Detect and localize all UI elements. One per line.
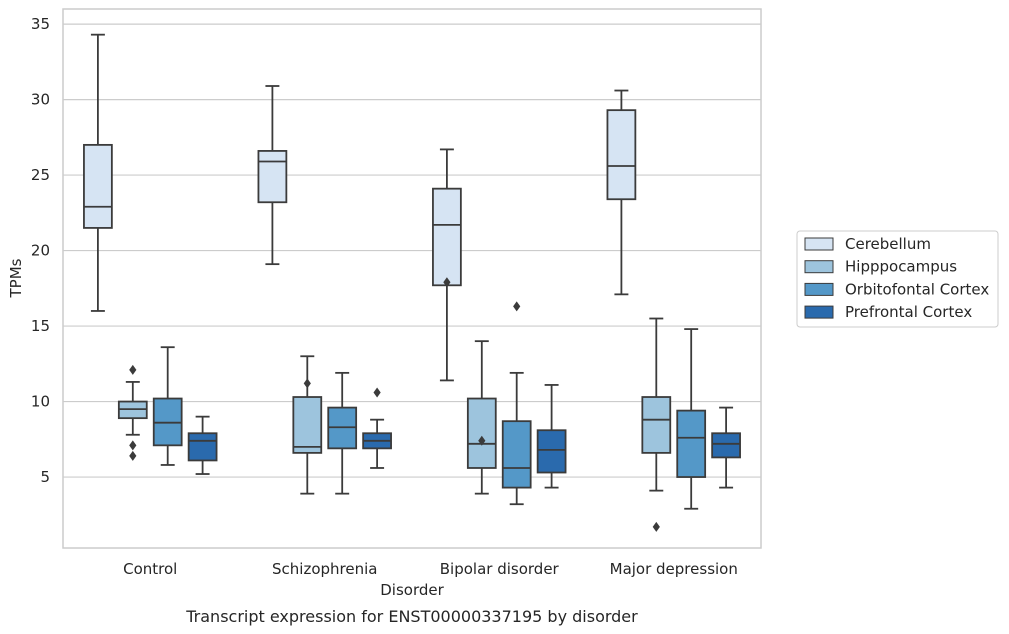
box-hipppocampus-1: [292, 355, 323, 495]
box-iqr: [676, 409, 707, 478]
box-iqr: [466, 397, 497, 469]
box-iqr: [501, 420, 532, 489]
legend: Cerebellum Hipppocampus Orbitofontal Corte…: [796, 230, 999, 328]
plot-frame: [62, 8, 762, 549]
box-iqr: [83, 143, 113, 229]
x-tick-label: Control: [123, 560, 177, 578]
y-tick-label: 5: [40, 468, 50, 486]
box-iqr: [432, 187, 462, 287]
box-prefrontal-cortex-3: [711, 406, 741, 489]
chart-caption: Transcript expression for ENST0000033719…: [185, 607, 638, 626]
legend-label: Hipppocampus: [845, 258, 957, 276]
box-iqr: [641, 396, 672, 454]
box-orbitofontal-cortex-3: [676, 328, 707, 510]
y-axis-label: TPMs: [7, 258, 25, 298]
legend-swatch: [804, 260, 834, 274]
legend-label: Prefrontal Cortex: [845, 303, 972, 321]
outlier-marker: [513, 301, 521, 312]
outlier-marker: [129, 440, 137, 451]
box-hipppocampus-3: [641, 317, 672, 532]
x-tick-labels: Control Schizophrenia Bipolar disorder Majo…: [123, 560, 738, 578]
outlier-marker: [129, 364, 137, 375]
box-iqr: [292, 396, 323, 454]
y-tick-label: 35: [31, 15, 50, 33]
box-prefrontal-cortex-2: [536, 384, 567, 489]
box-iqr: [536, 429, 567, 474]
box-iqr: [187, 432, 218, 462]
outlier-marker: [303, 378, 311, 389]
y-tick-label: 25: [31, 166, 50, 184]
boxes: [83, 33, 741, 532]
box-cerebellum-0: [83, 33, 113, 312]
y-tick-labels: 5 10 15 20 25 30 35: [31, 15, 50, 486]
box-orbitofontal-cortex-2: [501, 301, 532, 506]
outlier-marker: [373, 387, 381, 398]
x-tick-label: Schizophrenia: [272, 560, 377, 578]
x-axis-label: Disorder: [380, 581, 444, 599]
y-tick-label: 15: [31, 317, 50, 335]
y-tick-label: 20: [31, 242, 50, 260]
legend-label: Cerebellum: [845, 235, 931, 253]
legend-label: Orbitofontal Cortex: [845, 280, 989, 298]
y-tick-label: 30: [31, 91, 50, 109]
box-orbitofontal-cortex-0: [152, 346, 183, 466]
box-orbitofontal-cortex-1: [327, 371, 358, 495]
outlier-marker: [443, 277, 451, 288]
legend-swatch: [804, 282, 834, 296]
outlier-marker: [129, 450, 137, 461]
x-tick-label: Major depression: [610, 560, 738, 578]
box-prefrontal-cortex-1: [362, 387, 392, 469]
box-iqr: [711, 432, 741, 459]
box-iqr: [257, 150, 288, 204]
box-hipppocampus-2: [466, 340, 497, 495]
outlier-marker: [652, 521, 660, 532]
legend-swatch: [804, 305, 834, 319]
box-iqr: [606, 109, 637, 201]
box-cerebellum-1: [257, 85, 288, 266]
x-tick-label: Bipolar disorder: [440, 560, 560, 578]
legend-frame: [796, 230, 999, 328]
y-tick-label: 10: [31, 393, 50, 411]
box-prefrontal-cortex-0: [187, 415, 218, 475]
box-cerebellum-3: [606, 89, 637, 296]
box-hipppocampus-0: [117, 364, 148, 461]
box-cerebellum-2: [432, 148, 462, 382]
legend-swatch: [804, 237, 834, 251]
outlier-marker: [478, 435, 486, 446]
